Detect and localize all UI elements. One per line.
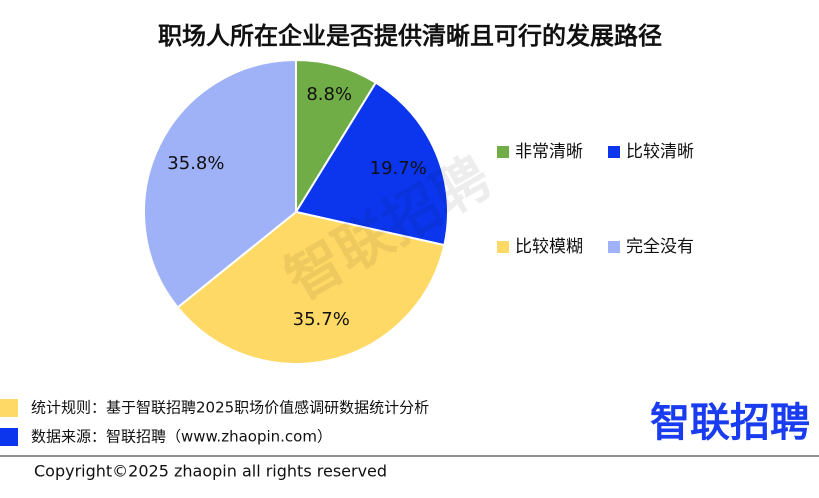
legend-marker (497, 241, 509, 253)
legend-label: 比较清晰 (626, 142, 694, 162)
legend-marker (608, 241, 620, 253)
pie-slice (295, 58, 378, 216)
chart-title: 职场人所在企业是否提供清晰且可行的发展路径 (158, 22, 662, 50)
pie-slice (176, 210, 446, 365)
pie-slice (294, 81, 449, 247)
legend-label: 比较模糊 (515, 237, 583, 257)
copyright: Copyright©2025 zhaopin all rights reserv… (34, 462, 387, 481)
legend-label: 完全没有 (626, 237, 694, 257)
pie-slice (143, 58, 297, 309)
footer-note: 统计规则：基于智联招聘2025职场价值感调研数据统计分析 (31, 399, 429, 417)
data-label: 35.7% (293, 309, 350, 330)
data-label: 19.7% (370, 158, 427, 179)
legend-marker (608, 146, 620, 158)
logo: 智联招聘 (650, 400, 810, 446)
note-marker (0, 399, 18, 417)
data-label: 8.8% (306, 84, 352, 105)
legend-label: 非常清晰 (515, 142, 583, 162)
footer-note: 数据来源：智联招聘（www.zhaopin.com） (31, 428, 332, 446)
note-marker (0, 428, 18, 446)
legend-marker (497, 146, 509, 158)
pie: 8.8% 19.7% 35.7% 35.8% (143, 58, 449, 365)
data-label: 35.8% (167, 153, 224, 174)
